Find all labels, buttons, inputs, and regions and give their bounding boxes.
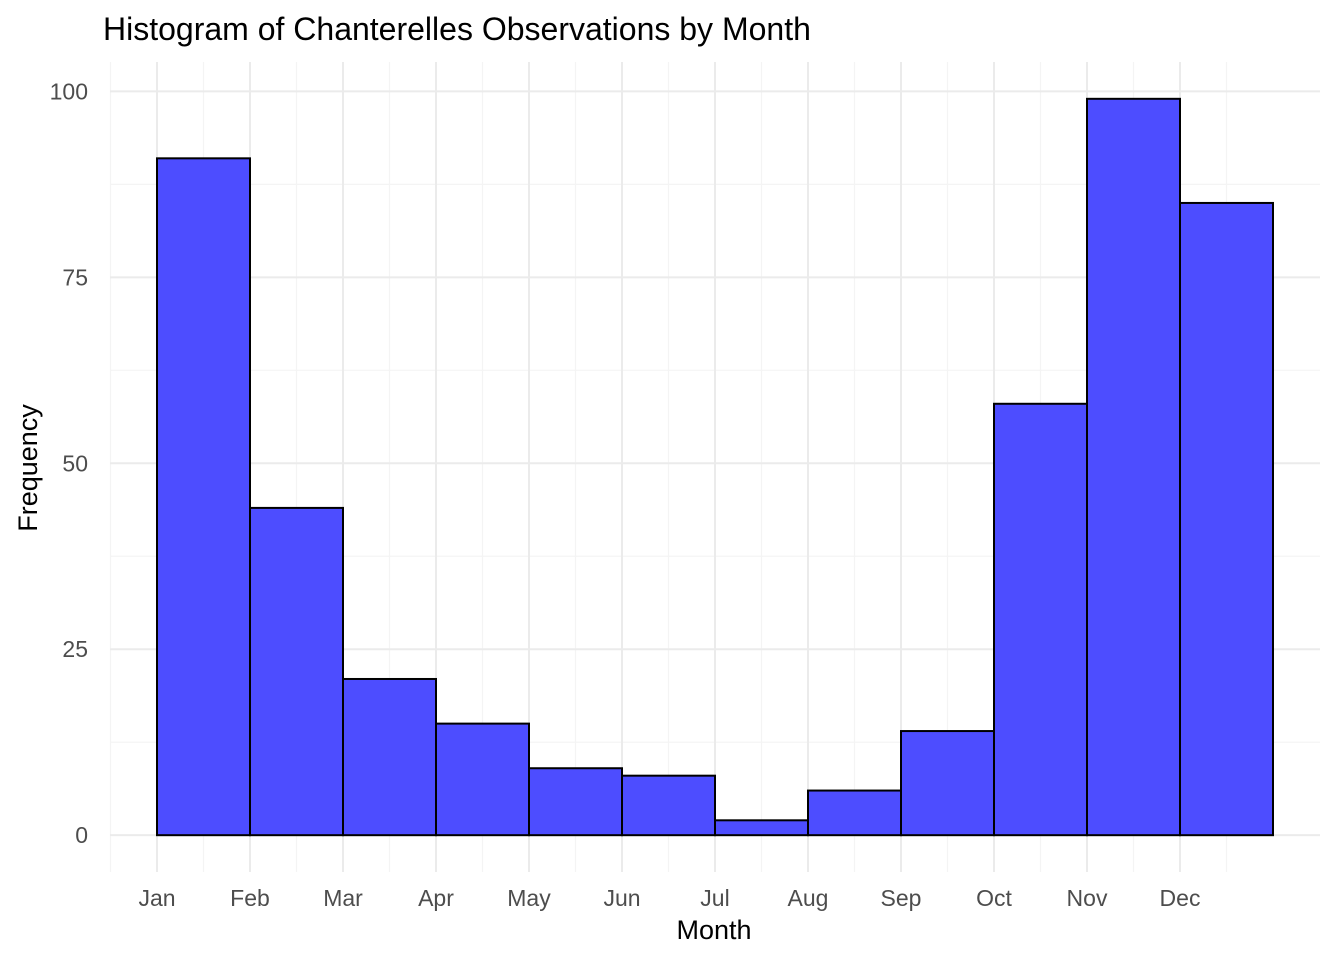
bar-feb [249,506,344,837]
bar-apr [435,722,530,837]
x-tick-label-sep: Sep [881,885,922,911]
y-tick-label: 100 [50,78,88,104]
y-tick-label: 0 [75,822,88,848]
bar-nov [1086,97,1181,837]
y-tick-labels: 0 25 50 75 100 [50,78,88,848]
bar-dec [1179,201,1274,837]
bar-jun [621,774,716,837]
bar-aug [807,789,902,837]
x-tick-label-apr: Apr [418,885,454,911]
x-tick-label-jan: Jan [138,885,175,911]
x-tick-labels: Jan Feb Mar Apr May Jun Jul Aug Sep Oct Nov Dec [138,885,1200,911]
y-axis-title: Frequency [13,404,43,532]
x-tick-label-jul: Jul [700,885,729,911]
x-tick-label-oct: Oct [976,885,1012,911]
bar-jul [714,819,809,837]
bar-sep [900,730,995,837]
x-tick-label-jun: Jun [603,885,640,911]
x-axis-title: Month [676,915,751,945]
x-tick-label-mar: Mar [323,885,363,911]
x-tick-label-nov: Nov [1067,885,1108,911]
x-tick-label-dec: Dec [1160,885,1201,911]
bar-mar [342,677,437,837]
y-tick-label: 25 [62,636,88,662]
bars [156,97,1274,837]
y-tick-label: 75 [62,264,88,290]
y-tick-label: 50 [62,450,88,476]
bar-may [528,767,623,837]
bar-oct [993,402,1088,837]
bar-jan [156,157,251,837]
x-tick-label-may: May [507,885,551,911]
chart-title: Histogram of Chanterelles Observations b… [103,11,811,47]
x-tick-label-aug: Aug [788,885,829,911]
x-tick-label-feb: Feb [230,885,270,911]
